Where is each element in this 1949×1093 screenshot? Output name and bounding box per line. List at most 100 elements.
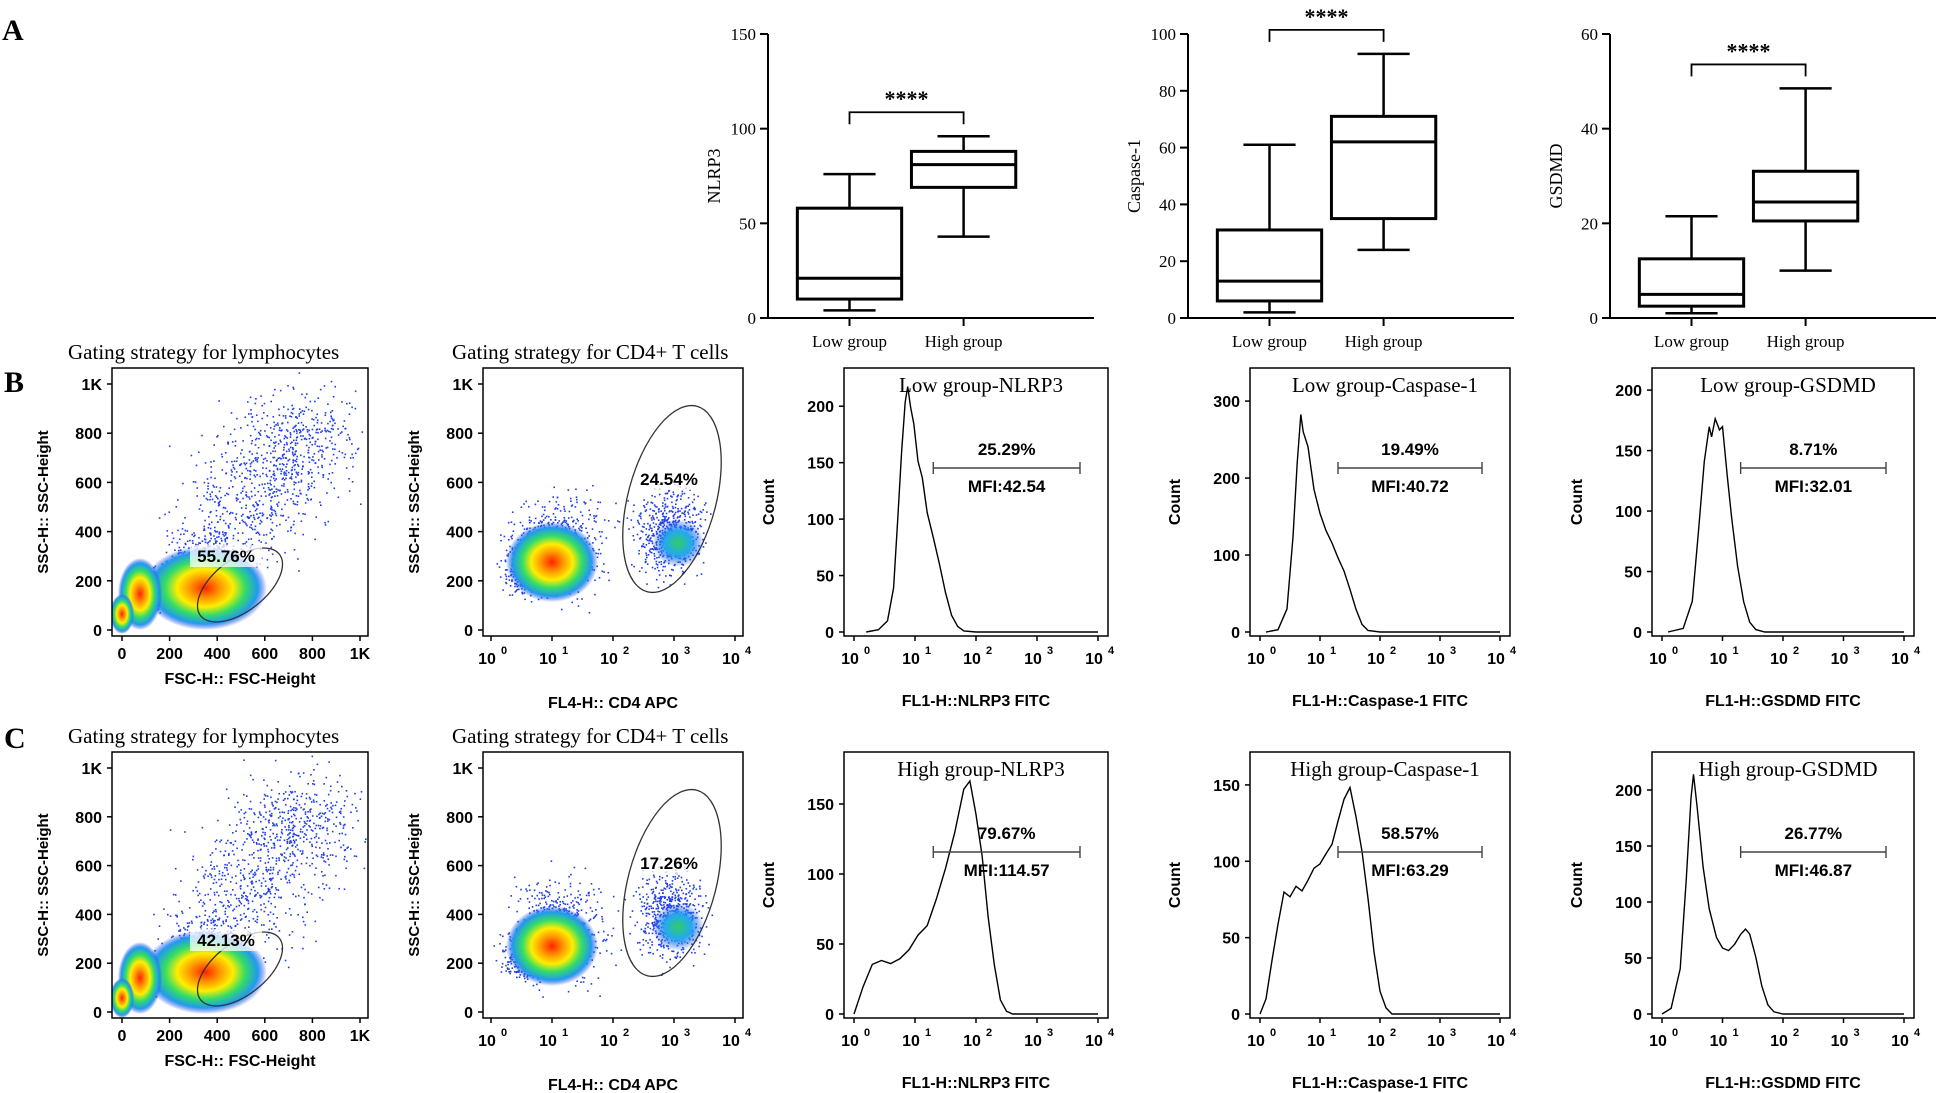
event-dot <box>601 570 604 573</box>
event-dot <box>291 931 294 933</box>
event-dot <box>295 424 297 427</box>
event-dot <box>251 416 253 418</box>
event-dot <box>541 515 543 518</box>
event-dot <box>279 439 281 442</box>
event-dot <box>334 463 336 465</box>
event-dot <box>354 390 357 393</box>
event-dot <box>285 436 287 438</box>
event-dot <box>230 474 233 476</box>
event-dot <box>249 800 252 803</box>
event-dot <box>213 894 216 896</box>
event-dot <box>509 585 512 587</box>
event-dot <box>509 594 511 596</box>
event-dot <box>565 520 568 522</box>
event-dot <box>225 452 227 454</box>
event-dot <box>231 460 233 463</box>
event-dot <box>329 431 332 433</box>
event-dot <box>338 450 341 453</box>
event-dot <box>293 481 295 483</box>
event-dot <box>268 436 271 439</box>
event-dot <box>302 428 305 430</box>
event-dot <box>238 904 240 907</box>
event-dot <box>541 521 543 523</box>
event-dot <box>207 893 209 896</box>
event-dot <box>158 925 161 927</box>
event-dot <box>268 445 271 447</box>
event-dot <box>638 552 640 555</box>
event-dot <box>283 453 285 456</box>
event-dot <box>339 812 342 815</box>
event-dot <box>327 820 329 822</box>
event-dot <box>177 499 179 501</box>
event-dot <box>164 513 166 516</box>
event-dot <box>274 759 277 762</box>
event-dot <box>232 843 235 846</box>
event-dot <box>315 940 317 943</box>
event-dot <box>274 800 277 803</box>
event-dot <box>290 529 292 532</box>
event-dot <box>311 852 313 854</box>
event-dot <box>343 888 346 890</box>
event-dot <box>243 878 246 881</box>
event-dot <box>228 527 230 529</box>
event-dot <box>574 506 577 508</box>
event-dot <box>670 568 673 571</box>
event-dot <box>670 510 673 512</box>
event-dot <box>637 519 639 522</box>
event-dot <box>218 533 221 535</box>
event-dot <box>309 798 312 800</box>
event-dot <box>235 460 238 463</box>
event-dot <box>256 474 258 476</box>
event-dot <box>329 440 331 442</box>
x-tick-label: 400 <box>204 646 231 663</box>
event-dot <box>655 578 658 581</box>
event-dot <box>295 802 298 805</box>
event-dot <box>666 505 669 508</box>
event-dot <box>511 594 514 596</box>
event-dot <box>176 916 178 918</box>
event-dot <box>266 934 268 936</box>
event-dot <box>253 518 256 521</box>
event-dot <box>224 866 226 869</box>
event-dot <box>252 910 254 913</box>
event-dot <box>238 475 241 477</box>
event-dot <box>224 507 227 509</box>
event-dot <box>676 517 679 519</box>
x-tick-base: 10 <box>539 651 557 668</box>
event-dot <box>681 490 684 493</box>
event-dot <box>206 491 208 494</box>
event-dot <box>331 418 334 420</box>
event-dot <box>544 517 547 519</box>
event-dot <box>240 869 242 871</box>
event-dot <box>699 518 702 520</box>
event-dot <box>249 396 252 399</box>
event-dot <box>316 815 318 818</box>
density-hotspot <box>112 594 134 634</box>
event-dot <box>241 490 244 492</box>
event-dot <box>172 893 175 896</box>
event-dot <box>287 471 290 474</box>
event-dot <box>292 461 294 464</box>
event-dot <box>302 840 305 843</box>
event-dot <box>537 500 539 502</box>
event-dot <box>294 453 296 455</box>
event-dot <box>250 871 252 873</box>
event-dot <box>196 890 199 892</box>
event-dot <box>372 830 374 832</box>
event-dot <box>282 817 284 819</box>
event-dot <box>322 476 324 478</box>
event-dot <box>271 529 274 532</box>
event-dot <box>239 919 242 921</box>
event-dot <box>246 823 248 825</box>
event-dot <box>500 534 502 536</box>
event-dot <box>272 492 274 494</box>
event-dot <box>511 537 513 540</box>
event-dot <box>257 490 260 493</box>
event-dot <box>282 457 284 459</box>
event-dot <box>397 811 399 813</box>
event-dot <box>273 535 275 538</box>
event-dot <box>384 451 386 453</box>
event-dot <box>221 513 224 515</box>
